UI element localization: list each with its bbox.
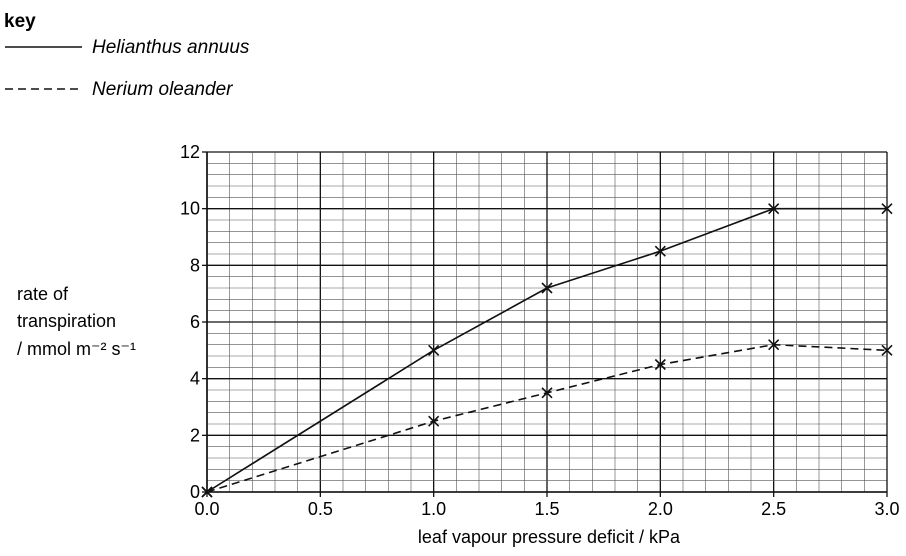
- data-point-marker: [654, 245, 666, 257]
- marker-stroke: [428, 344, 440, 356]
- marker-stroke: [541, 387, 553, 399]
- marker-stroke: [541, 282, 553, 294]
- legend-label-helianthus: Helianthus annuus: [92, 37, 250, 58]
- marker-stroke: [768, 203, 780, 215]
- y-tick-label: 0: [190, 482, 200, 502]
- y-tick-label: 6: [190, 312, 200, 332]
- x-tick-label: 0.0: [194, 499, 219, 519]
- series-line-helianthus: [206, 207, 887, 493]
- marker-stroke: [201, 486, 213, 498]
- marker-stroke: [654, 245, 666, 257]
- data-point-marker: [428, 344, 440, 356]
- x-tick-label: 1.0: [421, 499, 446, 519]
- y-tick-labels: 0 2 4 6 8 10 12: [180, 142, 207, 502]
- data-point-marker: [768, 339, 780, 351]
- x-tick-label: 2.0: [648, 499, 673, 519]
- y-axis-label: rate of transpiration / mmol m⁻² s⁻¹: [17, 284, 136, 359]
- y-tick-label: 12: [180, 142, 200, 162]
- marker-stroke: [881, 203, 893, 215]
- x-tick-label: 2.5: [761, 499, 786, 519]
- y-axis-label-line-1: rate of: [17, 284, 69, 304]
- data-point-marker: [768, 203, 780, 215]
- y-tick-label: 2: [190, 425, 200, 445]
- series-line-nerium: [206, 343, 888, 493]
- data-point-marker: [881, 344, 893, 356]
- y-axis-label-line-3: / mmol m⁻² s⁻¹: [17, 339, 136, 359]
- data-point-marker: [881, 203, 893, 215]
- legend: key Helianthus annuus Nerium oleander: [4, 11, 250, 100]
- plot-grid: [206, 151, 888, 493]
- data-point-marker: [201, 486, 213, 498]
- y-tick-label: 8: [190, 255, 200, 275]
- x-tick-label: 3.0: [874, 499, 899, 519]
- marker-stroke: [881, 344, 893, 356]
- x-axis-label: leaf vapour pressure deficit / kPa: [418, 527, 681, 547]
- marker-stroke: [428, 415, 440, 427]
- x-tick-label: 0.5: [308, 499, 333, 519]
- data-point-marker: [654, 358, 666, 371]
- y-tick-label: 10: [180, 199, 200, 219]
- y-axis-label-line-2: transpiration: [17, 311, 116, 331]
- data-point-marker: [541, 387, 553, 399]
- data-series: [201, 203, 893, 498]
- legend-label-nerium: Nerium oleander: [92, 79, 233, 100]
- data-point-marker: [541, 282, 553, 294]
- marker-stroke: [768, 339, 780, 351]
- x-tick-labels: 0.0 0.5 1.0 1.5 2.0 2.5 3.0: [194, 492, 900, 519]
- x-tick-label: 1.5: [534, 499, 559, 519]
- data-point-marker: [428, 415, 440, 427]
- marker-stroke: [654, 358, 666, 371]
- legend-title: key: [4, 11, 36, 32]
- y-tick-label: 4: [190, 369, 200, 389]
